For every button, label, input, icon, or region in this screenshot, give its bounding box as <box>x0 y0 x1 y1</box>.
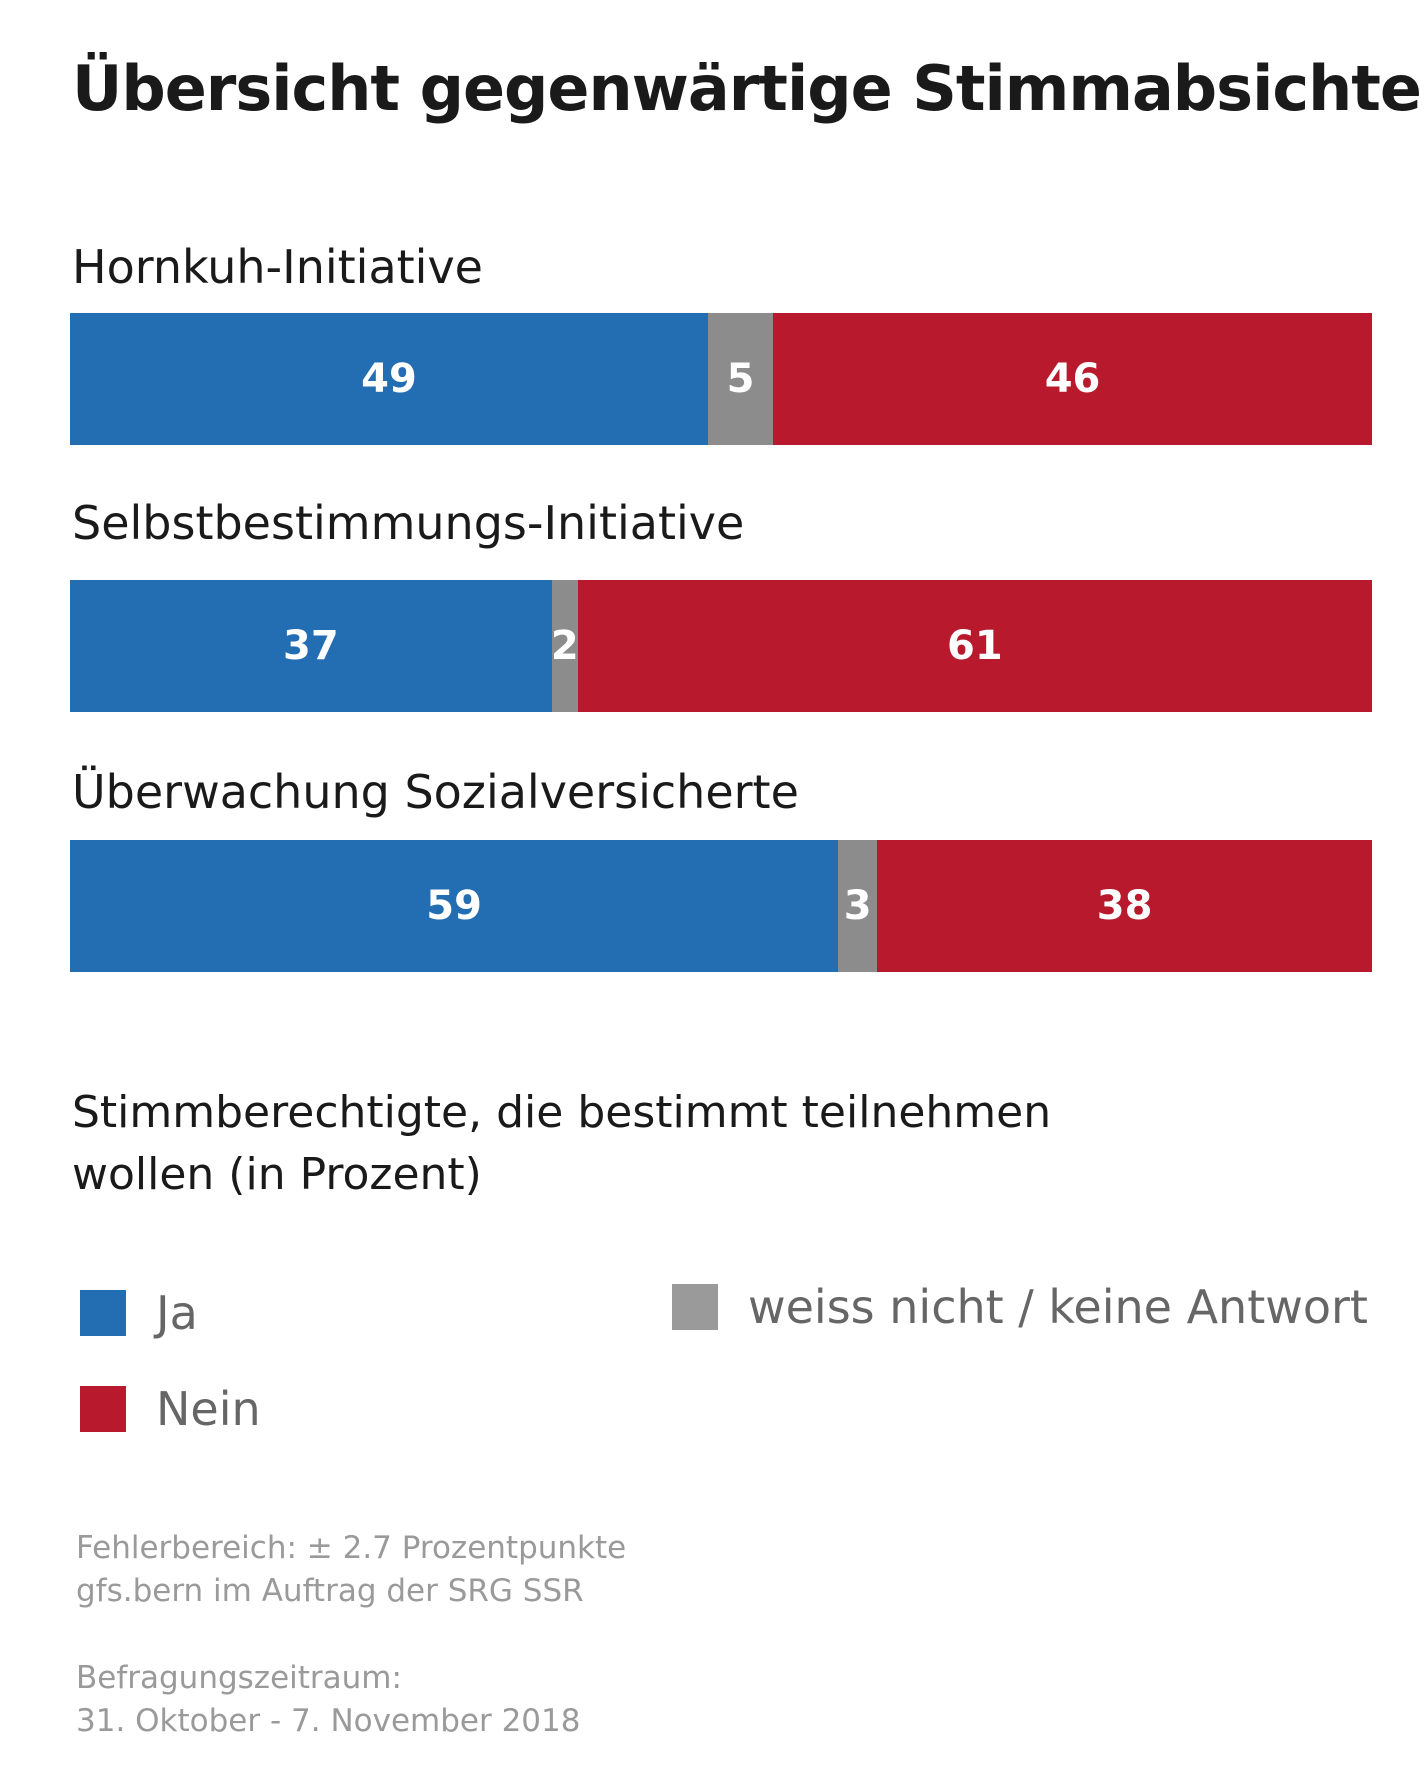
bar-selbstbestimmung: 37 2 61 <box>70 580 1372 712</box>
legend-swatch-nein <box>80 1386 126 1432</box>
bar-selbstbestimmung-weiss-nicht-segment <box>551 580 578 712</box>
bar-selbstbestimmung-nein-value: 61 <box>947 623 1003 669</box>
footer-period-label: Befragungszeitraum: <box>76 1660 402 1696</box>
legend-label-ja: Ja <box>156 1286 198 1340</box>
bar-label-hornkuh: Hornkuh-Initiative <box>72 240 483 294</box>
bar-label-selbstbestimmung: Selbstbestimmungs-Initiative <box>72 496 745 550</box>
bar-hornkuh: 49 5 46 <box>70 313 1372 445</box>
bar-hornkuh-weiss-nicht-segment <box>707 313 774 445</box>
legend-item-nein: Nein <box>80 1382 261 1436</box>
bar-hornkuh-nein-value: 46 <box>1044 356 1101 402</box>
legend-label-nein: Nein <box>156 1382 261 1436</box>
legend-item-ja: Ja <box>80 1286 198 1340</box>
bar-hornkuh-ja-value: 49 <box>361 356 417 402</box>
bar-ueberwachung-weiss-nicht-segment <box>838 840 878 972</box>
bar-ueberwachung: 59 3 38 <box>70 840 1372 972</box>
bar-hornkuh-nein-segment <box>773 313 1372 445</box>
bar-ueberwachung-ja-segment <box>70 840 839 972</box>
bar-label-ueberwachung: Überwachung Sozialversicherte <box>72 765 799 819</box>
bar-ueberwachung-weiss-nicht-value: 3 <box>843 883 872 929</box>
bar-ueberwachung-nein-value: 38 <box>1096 883 1153 929</box>
footer-source: gfs.bern im Auftrag der SRG SSR <box>76 1573 584 1609</box>
legend-swatch-ja <box>80 1290 126 1336</box>
chart-subtitle: Stimmberechtigte, die bestimmt teilnehme… <box>72 1087 1052 1200</box>
chart-title: Übersicht gegenwärtige Stimmabsichten <box>72 52 1424 125</box>
legend-swatch-weiss-nicht <box>672 1284 718 1330</box>
bar-hornkuh-ja-segment <box>70 313 708 445</box>
bar-selbstbestimmung-ja-segment <box>70 580 552 712</box>
bar-hornkuh-weiss-nicht-value: 5 <box>726 356 755 402</box>
legend-label-weiss-nicht: weiss nicht / keine Antwort <box>748 1280 1368 1334</box>
footer-period-value: 31. Oktober - 7. November 2018 <box>76 1703 581 1739</box>
bar-selbstbestimmung-weiss-nicht-value: 2 <box>550 623 579 669</box>
legend-item-weiss-nicht: weiss nicht / keine Antwort <box>672 1280 1368 1334</box>
bar-ueberwachung-nein-segment <box>877 840 1372 972</box>
bar-ueberwachung-ja-value: 59 <box>426 883 482 929</box>
bar-selbstbestimmung-ja-value: 37 <box>283 623 339 669</box>
footer-error-margin: Fehlerbereich: ± 2.7 Prozentpunkte <box>76 1530 627 1566</box>
bar-selbstbestimmung-nein-segment <box>577 580 1372 712</box>
